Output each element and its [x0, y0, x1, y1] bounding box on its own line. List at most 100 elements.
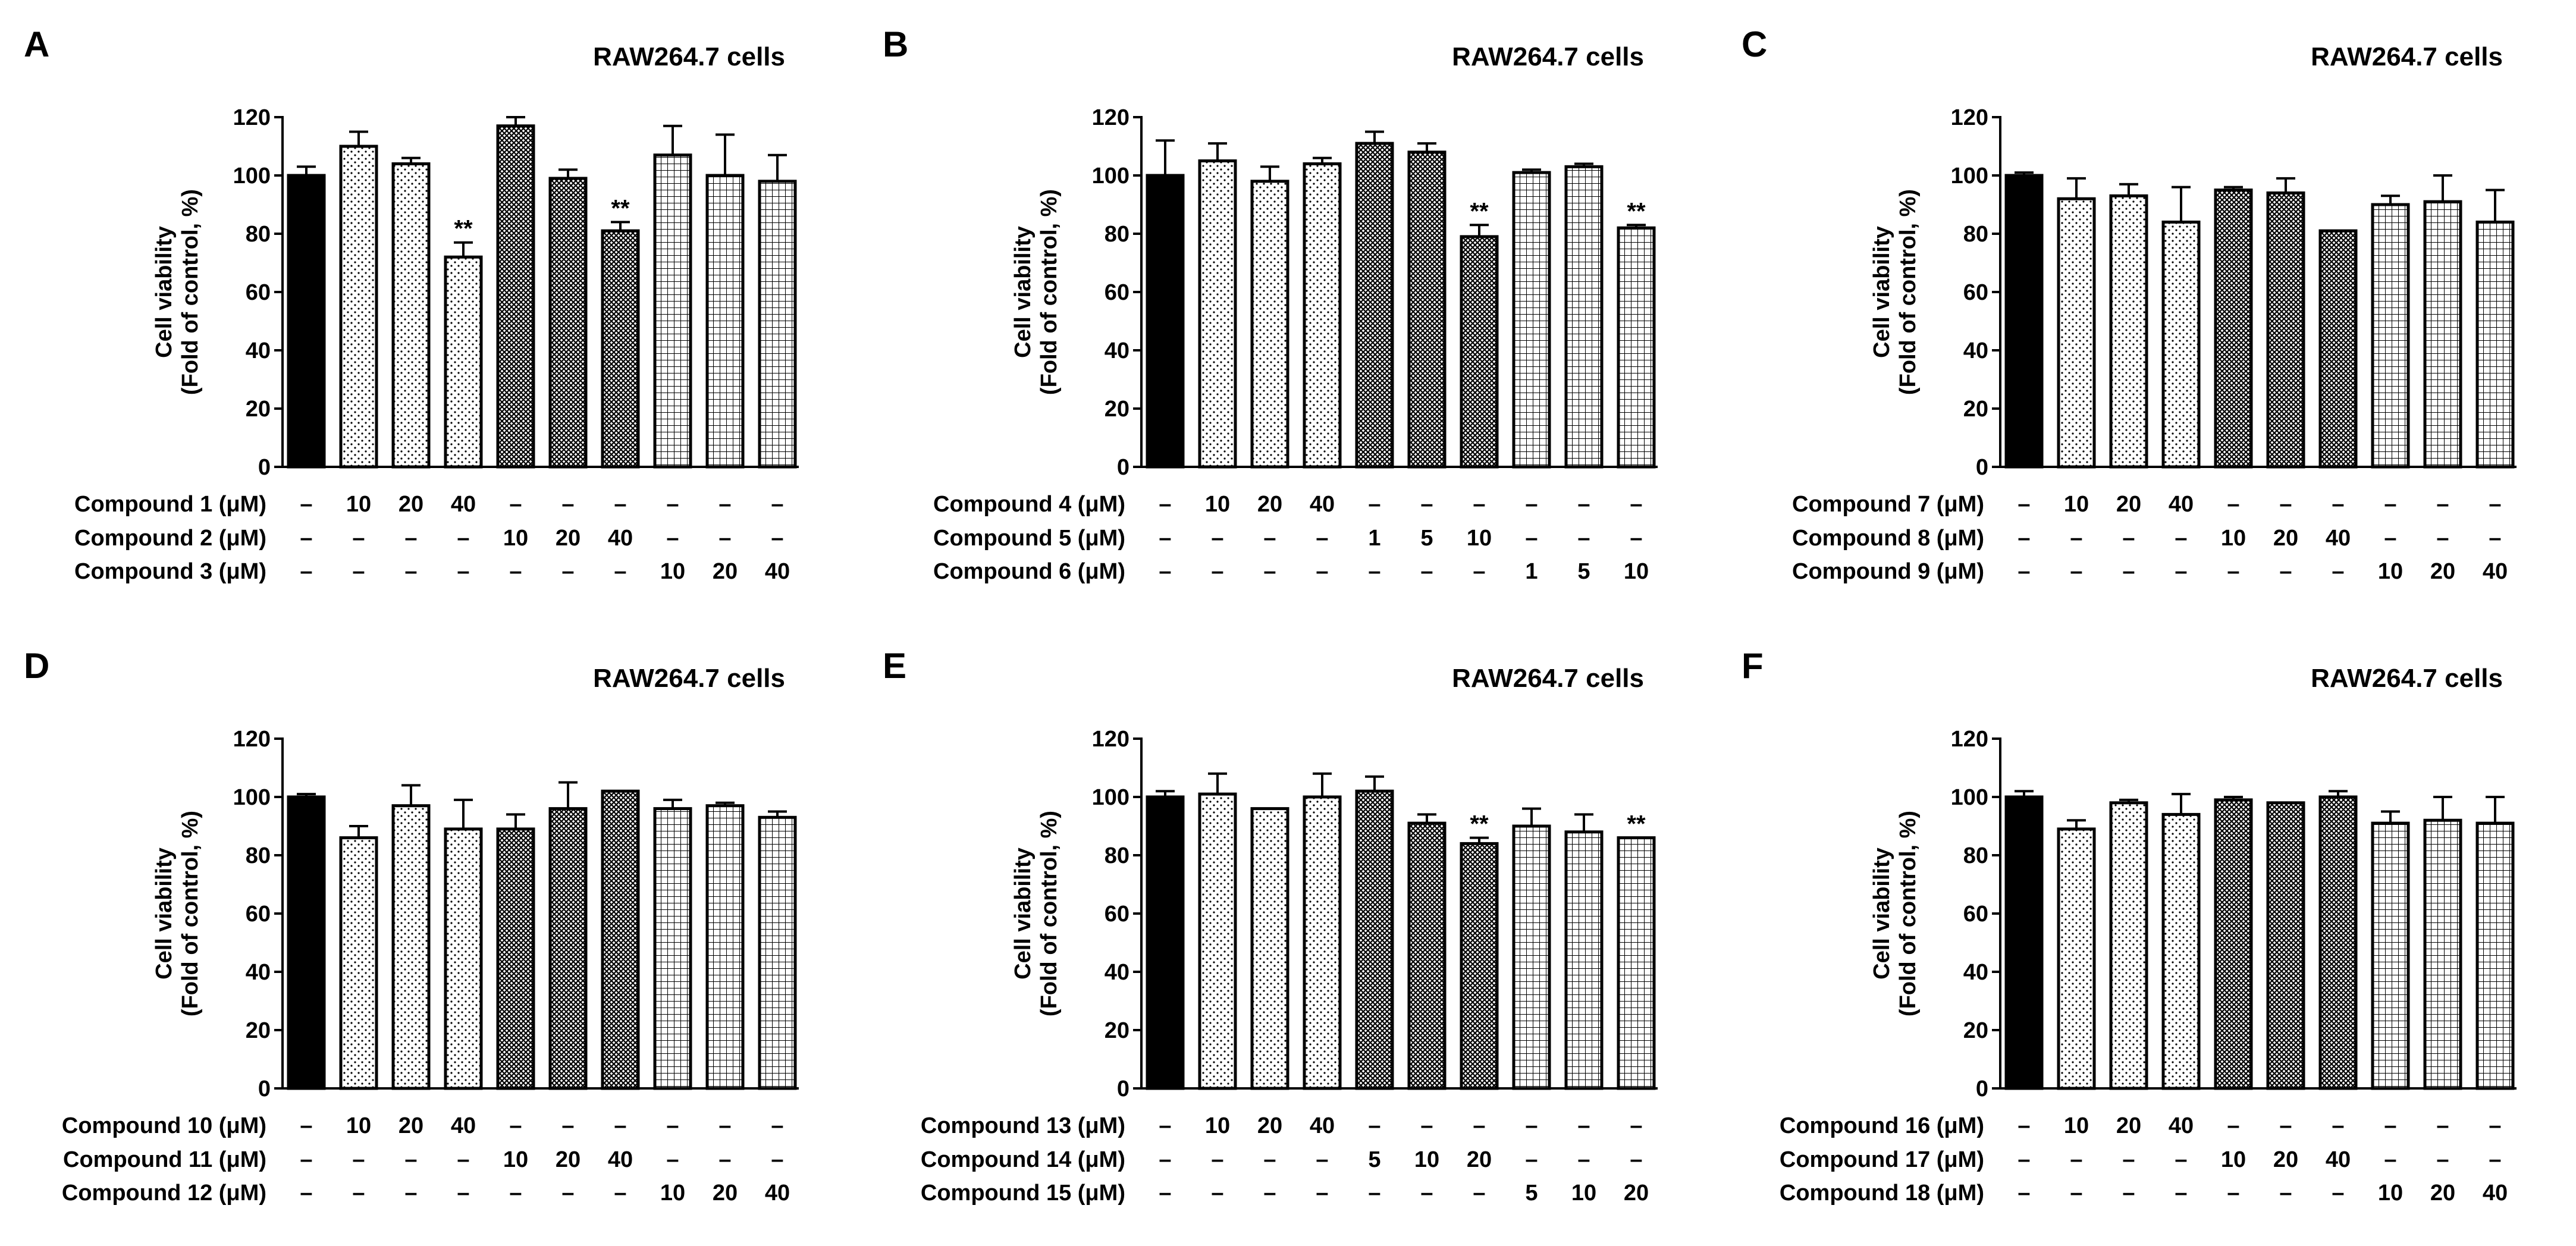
treatment-cell: –: [404, 1181, 417, 1206]
y-tick-label: 40: [1105, 960, 1129, 985]
treatment-cell: –: [1525, 1113, 1538, 1138]
bar: [339, 836, 378, 1090]
treatment-cell: –: [2227, 1181, 2239, 1206]
treatment-cell: 40: [2483, 1181, 2508, 1206]
y-tick-label: 20: [246, 1018, 271, 1043]
treatment-cell: –: [352, 1147, 365, 1172]
bar: [758, 180, 797, 469]
treatment-cell: –: [2122, 1181, 2135, 1206]
treatment-cell: –: [771, 1113, 783, 1138]
bar: [1303, 162, 1342, 469]
treatment-cell: –: [1211, 1147, 1223, 1172]
y-tick-label: 120: [233, 105, 271, 130]
chart-title: RAW264.7 cells: [593, 42, 785, 71]
treatment-cell: –: [1159, 526, 1171, 551]
significance-label: **: [454, 216, 473, 242]
bar: [1407, 150, 1447, 469]
treatment-cell: –: [300, 1181, 312, 1206]
bar: [1355, 142, 1394, 469]
treatment-cell: –: [1263, 1147, 1276, 1172]
y-tick-label: 120: [1951, 727, 1988, 752]
treatment-cell: 40: [2326, 1147, 2351, 1172]
y-tick-label: 100: [1951, 164, 1988, 189]
y-axis-label: Cell viability(Fold of control, %): [1869, 189, 1921, 395]
treatment-cell: 40: [2326, 526, 2351, 551]
treatment-cell: –: [1577, 526, 1590, 551]
treatment-cell: –: [1211, 559, 1223, 584]
treatment-cell: 20: [1257, 1113, 1282, 1138]
treatment-cell: –: [1211, 526, 1223, 551]
significance-label: **: [1627, 811, 1646, 837]
treatment-cell: –: [2017, 1181, 2030, 1206]
y-tick-label: 60: [246, 902, 271, 927]
treatment-cell: –: [2436, 492, 2449, 517]
y-tick-label: 80: [1105, 843, 1129, 868]
treatment-cell: 10: [503, 1147, 528, 1172]
treatment-cell: –: [2436, 1113, 2449, 1138]
y-tick-label: 80: [246, 222, 271, 247]
treatment-cell: –: [1473, 492, 1485, 517]
treatment-cell: 10: [2064, 1113, 2089, 1138]
treatment-row-label: Compound 15 (μM): [921, 1181, 1125, 1206]
bar: [444, 255, 483, 469]
bar: [2475, 220, 2515, 469]
treatment-cell: –: [1577, 492, 1590, 517]
y-tick-label: 100: [1951, 785, 1988, 810]
treatment-cell: 20: [1467, 1147, 1492, 1172]
treatment-row-label: Compound 10 (μM): [62, 1113, 266, 1138]
treatment-cell: –: [614, 492, 626, 517]
treatment-cell: –: [2489, 526, 2501, 551]
treatment-cell: –: [666, 1113, 679, 1138]
treatment-cell: –: [1159, 1181, 1171, 1206]
bar: [705, 804, 745, 1090]
treatment-row-label: Compound 3 (μM): [74, 559, 266, 584]
treatment-cell: –: [771, 1147, 783, 1172]
treatment-cell: –: [1316, 559, 1328, 584]
bar: [2057, 827, 2096, 1090]
treatment-cell: –: [1420, 492, 1433, 517]
treatment-row-label: Compound 8 (μM): [1792, 526, 1984, 551]
bar: [1250, 807, 1289, 1090]
treatment-row-label: Compound 1 (μM): [74, 492, 266, 517]
treatment-cell: –: [666, 492, 679, 517]
treatment-cell: –: [2384, 492, 2396, 517]
treatment-cell: –: [1577, 1113, 1590, 1138]
treatment-cell: –: [1316, 1181, 1328, 1206]
treatment-cell: –: [718, 526, 731, 551]
treatment-cell: 20: [713, 559, 738, 584]
bar: [2318, 229, 2358, 469]
treatment-cell: –: [352, 559, 365, 584]
bar: [1512, 824, 1551, 1090]
bar: [653, 807, 692, 1090]
bar: [2371, 203, 2410, 469]
bar: [1146, 174, 1185, 469]
treatment-cell: –: [1368, 492, 1380, 517]
y-tick-label: 80: [246, 843, 271, 868]
chart-title: RAW264.7 cells: [593, 664, 785, 693]
bar: [444, 827, 483, 1090]
treatment-cell: –: [2227, 492, 2239, 517]
treatment-cell: –: [2175, 1181, 2187, 1206]
treatment-cell: 40: [2169, 1113, 2194, 1138]
treatment-cell: –: [404, 559, 417, 584]
treatment-cell: 10: [660, 1181, 685, 1206]
y-axis-label: Cell viability(Fold of control, %): [1011, 189, 1062, 395]
y-axis-label: Cell viability(Fold of control, %): [1011, 811, 1062, 1016]
panel-A: A RAW264.7 cells Cell viability(Fold of co…: [24, 24, 799, 584]
treatment-cell: –: [1263, 526, 1276, 551]
treatment-cell: –: [1368, 1181, 1380, 1206]
treatment-cell: 40: [2483, 559, 2508, 584]
treatment-cell: 10: [503, 526, 528, 551]
treatment-cell: –: [1420, 1181, 1433, 1206]
treatment-cell: –: [300, 559, 312, 584]
treatment-cell: –: [2279, 559, 2292, 584]
treatment-cell: –: [2122, 526, 2135, 551]
panels-root: A RAW264.7 cells Cell viability(Fold of co…: [24, 24, 2517, 1206]
y-tick-label: 120: [1951, 105, 1988, 130]
significance-label: **: [1470, 811, 1489, 837]
y-tick-label: 100: [233, 785, 271, 810]
treatment-cell: 10: [2221, 1147, 2246, 1172]
treatment-cell: –: [2175, 1147, 2187, 1172]
treatment-cell: –: [1316, 526, 1328, 551]
bar: [2214, 798, 2253, 1090]
